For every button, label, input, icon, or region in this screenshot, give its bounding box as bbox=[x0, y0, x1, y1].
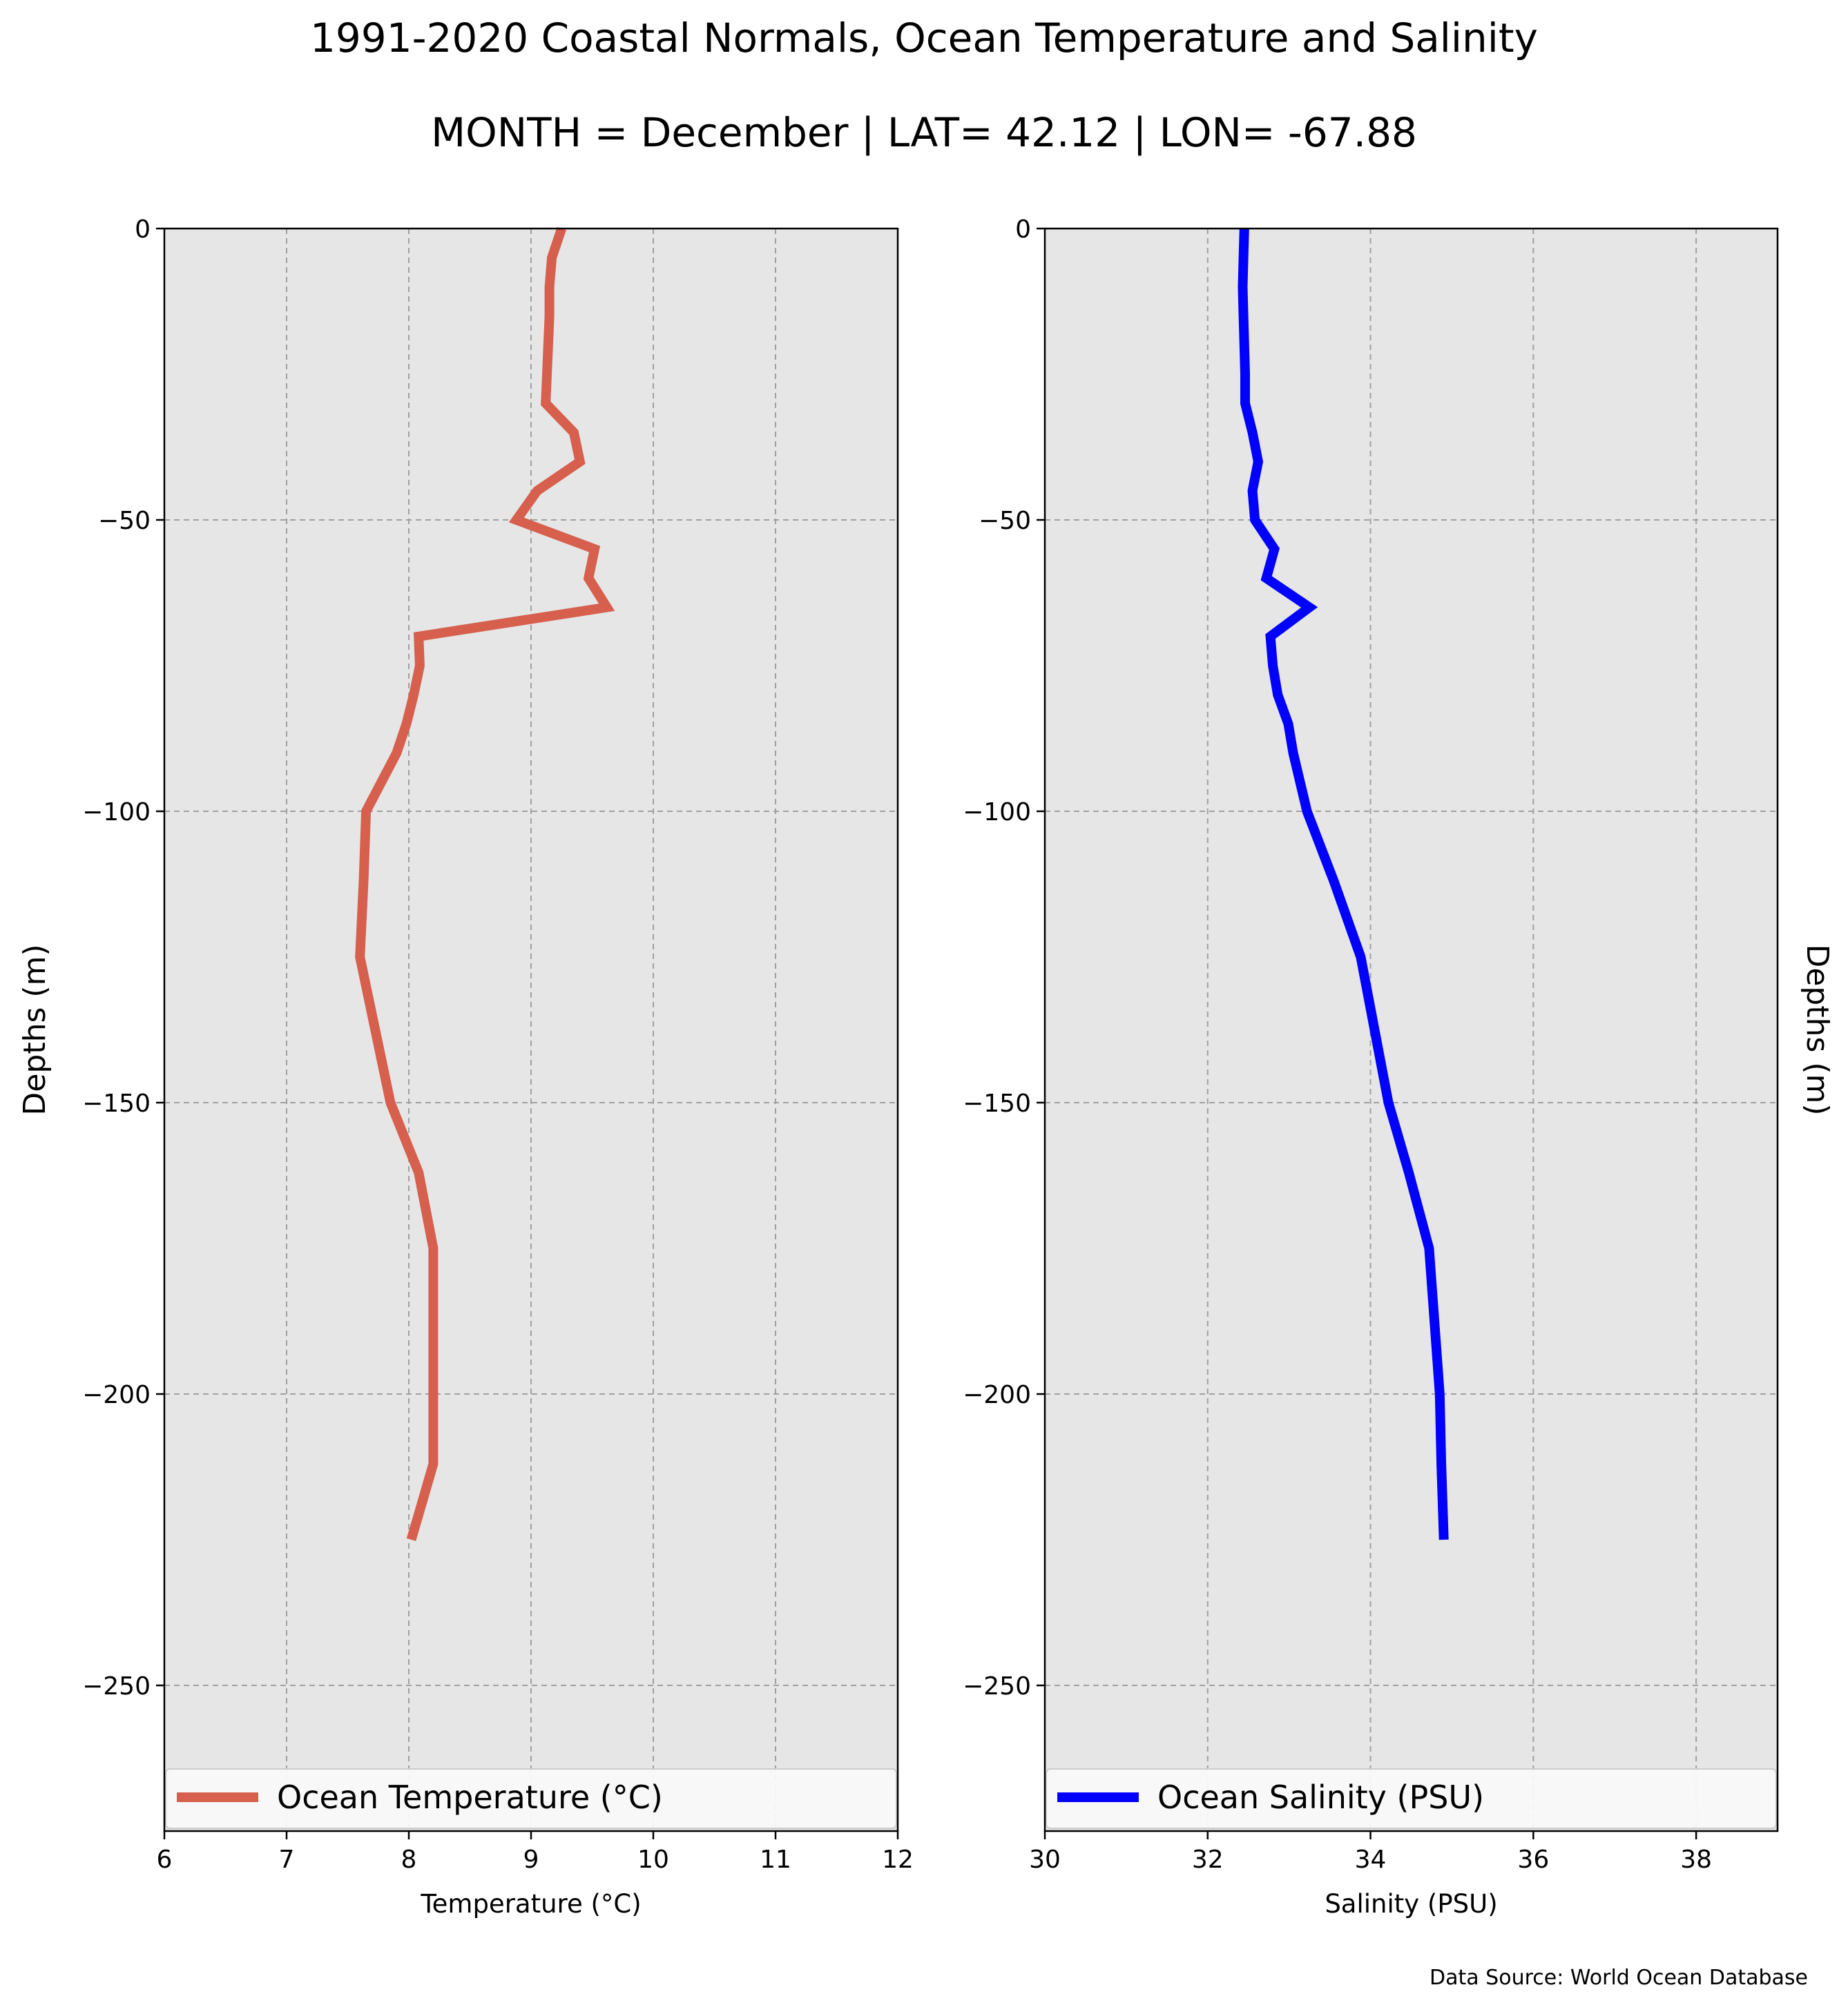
y-tick-label: −150 bbox=[82, 1090, 151, 1118]
y-axis-label: Depths (m) bbox=[1800, 944, 1835, 1115]
x-axis-label: Salinity (PSU) bbox=[1325, 1889, 1497, 1919]
x-tick-label: 11 bbox=[760, 1846, 791, 1874]
y-axis-label: Depths (m) bbox=[17, 944, 52, 1115]
y-tick-label: 0 bbox=[135, 215, 151, 244]
y-tick-label: −250 bbox=[82, 1672, 151, 1701]
series-line bbox=[355, 226, 615, 1541]
series-line bbox=[1238, 228, 1449, 1540]
x-tick-label: 7 bbox=[279, 1846, 295, 1874]
x-tick-label: 34 bbox=[1355, 1846, 1387, 1874]
y-tick-label: −150 bbox=[963, 1090, 1031, 1118]
y-tick-label: −250 bbox=[963, 1672, 1031, 1701]
legend-label: Ocean Salinity (PSU) bbox=[1157, 1779, 1484, 1816]
x-tick-label: 36 bbox=[1517, 1846, 1549, 1874]
x-tick-label: 10 bbox=[637, 1846, 669, 1874]
figure-title-line2: MONTH = December | LAT= 42.12 | LON= -67… bbox=[431, 109, 1417, 156]
x-tick-label: 9 bbox=[523, 1846, 539, 1874]
x-tick-label: 30 bbox=[1029, 1846, 1061, 1874]
y-tick-label: 0 bbox=[1015, 215, 1031, 244]
legend-box bbox=[165, 1768, 897, 1829]
legend: Ocean Salinity (PSU) bbox=[1046, 1768, 1777, 1829]
plots-layer: Ocean Temperature (°C) 6 7 8 9 10 11 12 0 −50 −100… bbox=[17, 215, 1835, 1919]
plot-frame bbox=[1043, 227, 1779, 1832]
x-tick-label: 12 bbox=[882, 1846, 914, 1874]
x-tick-label: 32 bbox=[1192, 1846, 1224, 1874]
x-tick-label: 6 bbox=[157, 1846, 173, 1874]
legend: Ocean Temperature (°C) bbox=[165, 1768, 897, 1829]
x-tick-label: 8 bbox=[401, 1846, 417, 1874]
y-tick-label: −200 bbox=[963, 1381, 1031, 1409]
y-tick-label: −200 bbox=[82, 1381, 151, 1409]
plot-background bbox=[164, 229, 898, 1831]
data-source-note: Data Source: World Ocean Database bbox=[1430, 1966, 1808, 1990]
legend-label: Ocean Temperature (°C) bbox=[277, 1779, 663, 1816]
x-axis-label: Temperature (°C) bbox=[420, 1889, 641, 1919]
y-tick-label: −100 bbox=[82, 798, 151, 826]
figure-title-line1: 1991-2020 Coastal Normals, Ocean Tempera… bbox=[310, 14, 1538, 61]
y-tick-label: −50 bbox=[979, 507, 1031, 535]
chart-panel-2: Ocean Salinity (PSU) 30 32 34 36 38 0 −50 −100 −1… bbox=[963, 215, 1835, 1919]
y-tick-label: −100 bbox=[963, 798, 1031, 826]
chart-panel-1: Ocean Temperature (°C) 6 7 8 9 10 11 12 0 −50 −100… bbox=[17, 215, 914, 1919]
plot-background bbox=[1045, 229, 1778, 1831]
y-tick-label: −50 bbox=[98, 507, 151, 535]
x-tick-label: 38 bbox=[1680, 1846, 1712, 1874]
legend-box bbox=[1046, 1768, 1777, 1829]
